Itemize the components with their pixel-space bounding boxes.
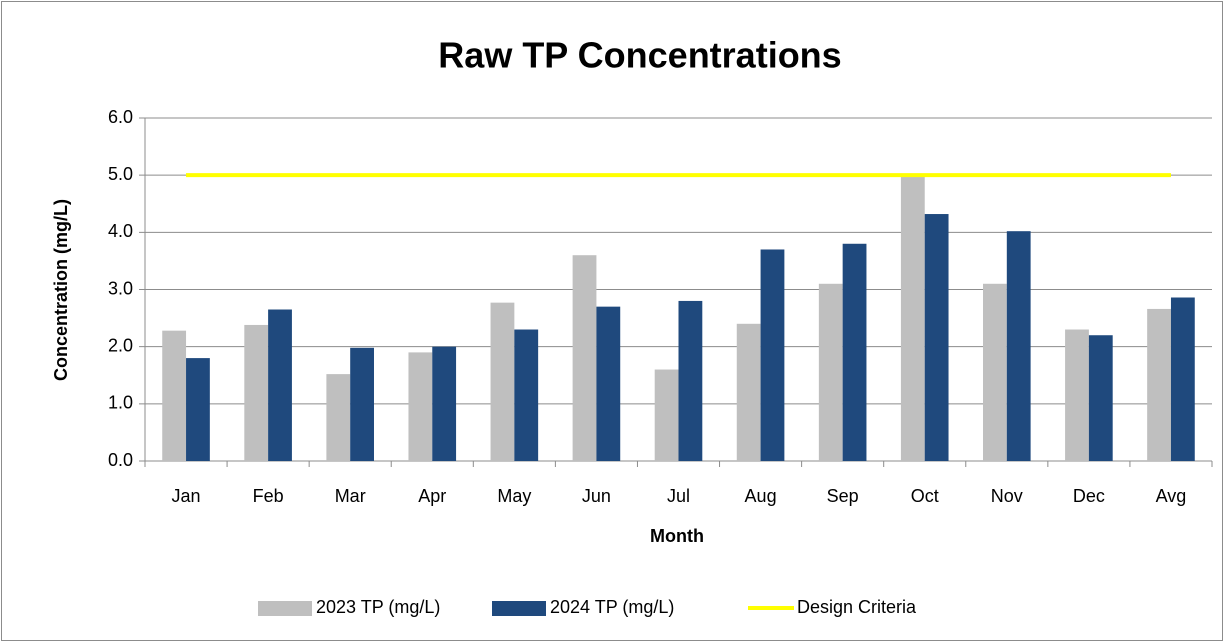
- bar: [678, 300, 703, 461]
- bar: [162, 330, 187, 461]
- x-tick-label: Avg: [1156, 486, 1187, 506]
- x-tick-label: Jun: [582, 486, 611, 506]
- x-tick-label: Mar: [335, 486, 366, 506]
- bar: [186, 358, 210, 461]
- bar: [572, 255, 597, 461]
- legend-label: 2024 TP (mg/L): [550, 597, 674, 617]
- x-axis-label: Month: [650, 526, 704, 546]
- bar: [760, 249, 785, 461]
- y-tick-label: 3.0: [108, 278, 133, 298]
- x-tick-label: May: [497, 486, 531, 506]
- x-tick-label: Jul: [667, 486, 690, 506]
- bar: [900, 176, 925, 462]
- x-tick-label: Jan: [172, 486, 201, 506]
- bar: [1006, 231, 1031, 461]
- x-tick-label: Nov: [991, 486, 1023, 506]
- bar: [408, 352, 433, 461]
- x-tick-label: Aug: [745, 486, 777, 506]
- bar: [350, 347, 374, 461]
- bar: [268, 309, 292, 461]
- bar: [596, 306, 621, 461]
- legend-label: 2023 TP (mg/L): [316, 597, 440, 617]
- y-tick-label: 1.0: [108, 393, 133, 413]
- bar: [244, 324, 269, 461]
- bar: [842, 243, 867, 461]
- bar: [432, 346, 457, 461]
- bar: [924, 214, 949, 461]
- bar: [490, 302, 515, 461]
- bar: [1088, 335, 1113, 461]
- y-tick-label: 2.0: [108, 335, 133, 355]
- bar: [818, 283, 843, 461]
- y-tick-label: 6.0: [108, 107, 133, 127]
- bar: [514, 329, 539, 461]
- y-tick-label: 0.0: [108, 450, 133, 470]
- legend-swatch: [258, 601, 312, 616]
- x-tick-label: Sep: [827, 486, 859, 506]
- legend-swatch: [492, 601, 546, 616]
- legend-label: Design Criteria: [797, 597, 917, 617]
- bar: [1147, 308, 1171, 461]
- bar: [326, 374, 351, 461]
- bar: [654, 369, 679, 461]
- x-tick-label: Apr: [418, 486, 446, 506]
- bar: [1065, 329, 1089, 461]
- x-tick-label: Feb: [253, 486, 284, 506]
- y-tick-label: 4.0: [108, 221, 133, 241]
- bar: [983, 283, 1007, 461]
- y-axis-label: Concentration (mg/L): [51, 199, 71, 381]
- bar: [1170, 297, 1195, 461]
- x-tick-label: Oct: [911, 486, 939, 506]
- x-tick-label: Dec: [1073, 486, 1105, 506]
- chart-title: Raw TP Concentrations: [438, 35, 841, 76]
- bar: [736, 323, 761, 461]
- y-tick-label: 5.0: [108, 164, 133, 184]
